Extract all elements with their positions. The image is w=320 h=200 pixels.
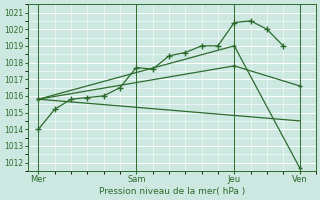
X-axis label: Pression niveau de la mer( hPa ): Pression niveau de la mer( hPa ) bbox=[99, 187, 245, 196]
